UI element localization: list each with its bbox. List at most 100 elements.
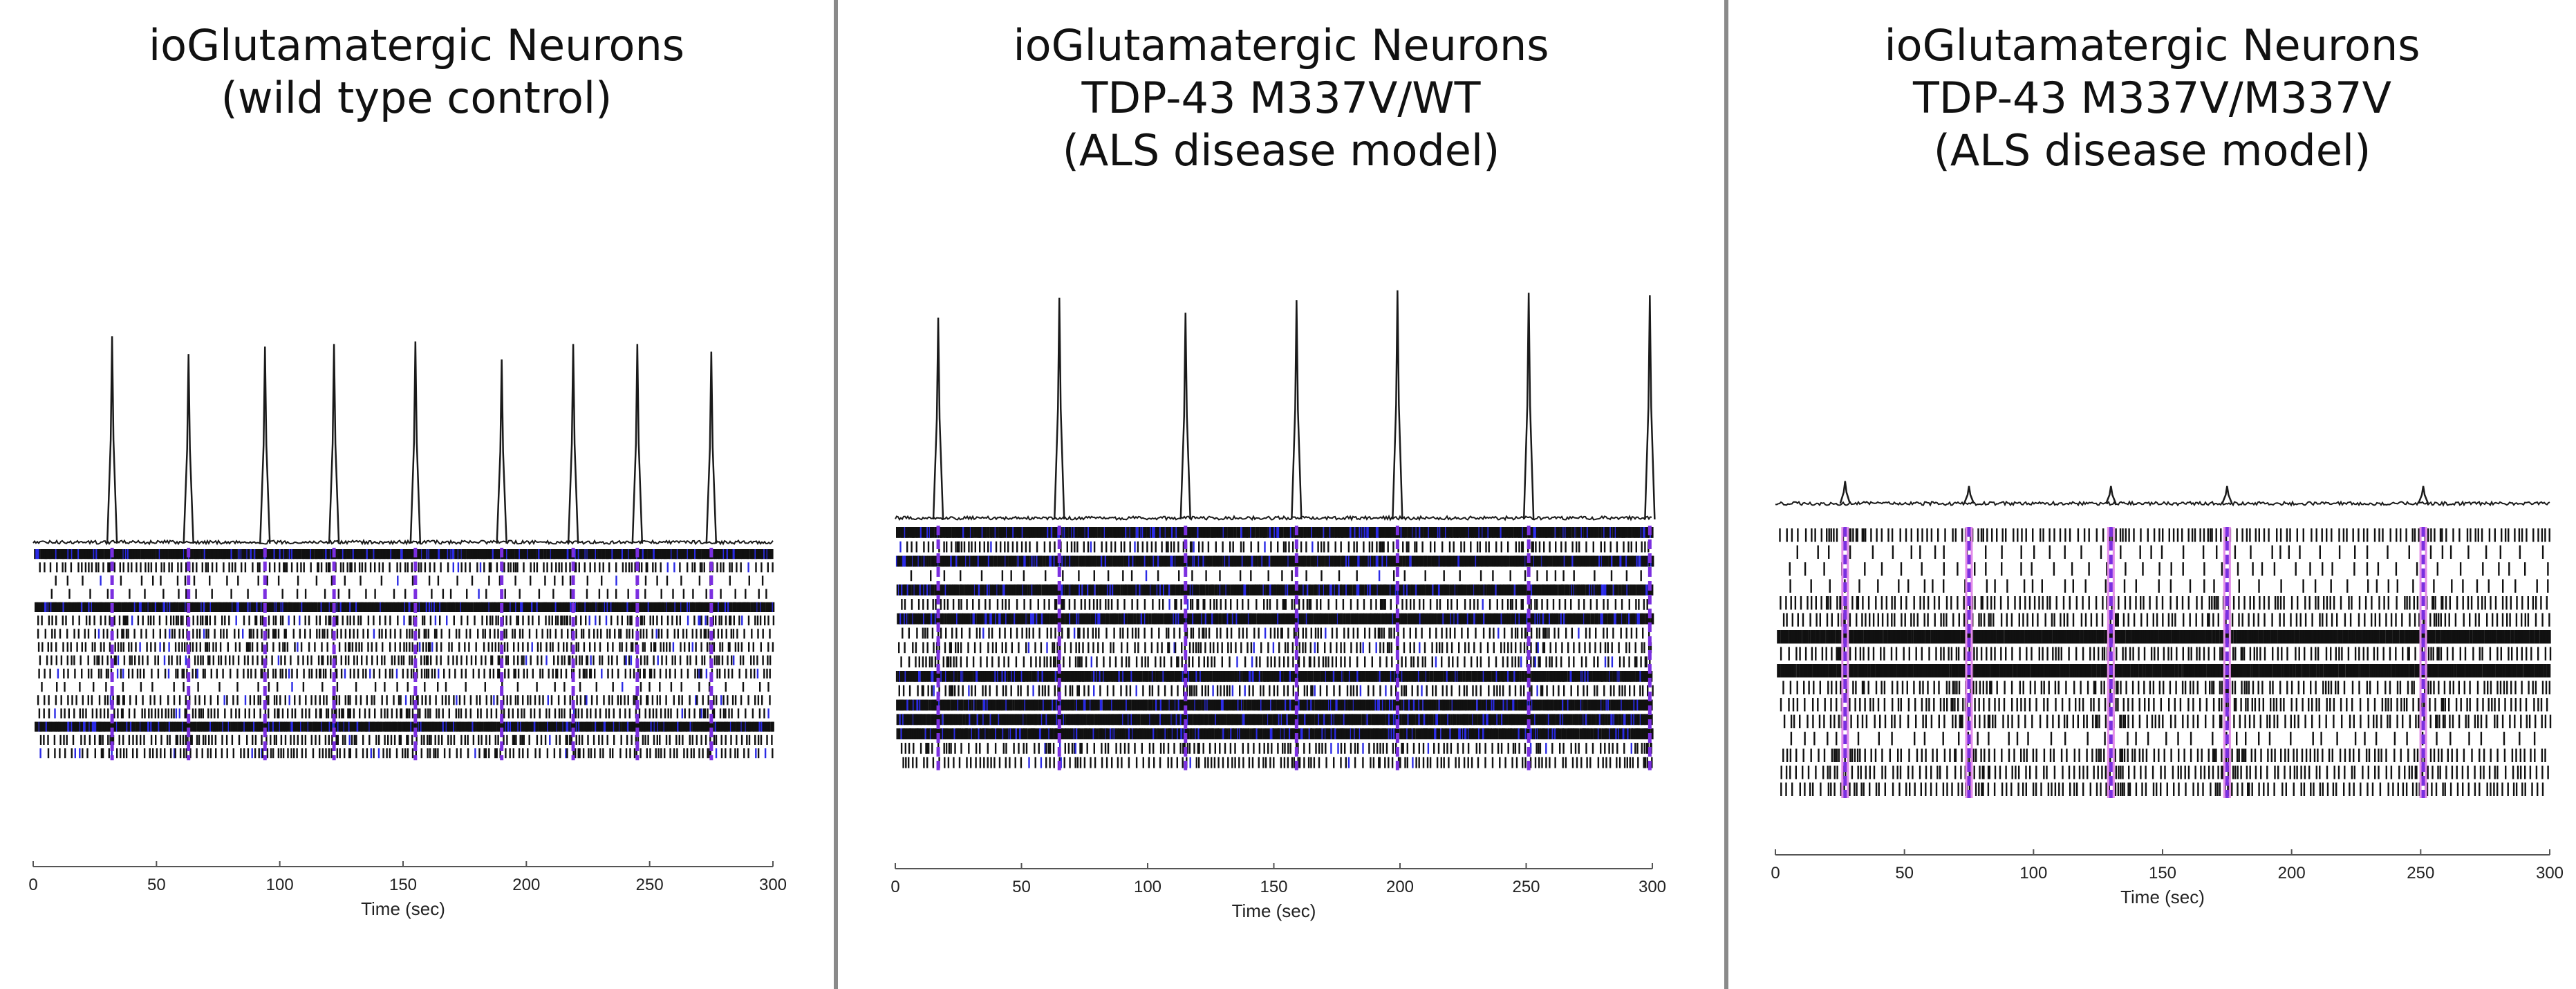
spike-mark [236,602,239,612]
spike-mark [167,549,169,560]
spike-mark [581,721,584,732]
spike-mark [1289,527,1292,538]
spike-mark [109,549,111,560]
spike-mark [234,602,236,612]
spike-mark [435,721,438,732]
spike-mark [163,721,166,732]
spike-mark [337,602,339,612]
spike-mark [319,695,321,705]
spike-mark [1242,541,1245,553]
spike-mark [1090,555,1092,567]
spike-mark [238,734,241,745]
spike-mark [115,549,118,560]
spike-mark [409,549,411,560]
spike-mark [1032,527,1034,538]
spike-mark [142,721,144,732]
spike-mark [909,555,911,567]
spike-mark [579,695,582,705]
spike-mark [162,602,165,612]
spike-mark [170,616,172,626]
spike-mark [1543,527,1545,538]
spike-mark [458,695,461,705]
spike-mark [1119,527,1121,538]
spike-mark [80,602,82,612]
spike-mark [152,549,154,560]
spike-mark [434,616,437,626]
spike-mark [527,748,529,759]
spike-mark [1385,527,1387,538]
spike-mark [492,616,494,626]
spike-mark [480,721,483,732]
spike-mark [150,616,152,626]
spike-mark [567,549,570,560]
spike-mark [899,541,902,553]
spike-mark [530,708,532,719]
spike-mark [280,549,283,560]
spike-mark [524,602,526,612]
spike-mark [668,549,671,560]
spike-mark [463,549,465,560]
spike-mark [1250,527,1252,538]
spike-mark [102,734,104,745]
spike-mark [1189,527,1192,538]
spike-mark [608,549,610,560]
spike-mark [898,527,900,538]
spike-mark [35,721,37,732]
spike-mark [970,555,972,567]
spike-mark [599,708,601,719]
spike-mark [308,602,310,612]
spike-mark [1093,555,1095,567]
spike-mark [504,589,506,599]
spike-mark [561,655,563,665]
spike-mark [513,549,515,560]
spike-mark [772,616,775,626]
spike-mark [427,734,429,745]
spike-mark [51,629,53,639]
spike-mark [97,668,100,678]
spike-mark [436,602,438,612]
spike-mark [116,695,118,705]
spike-mark [465,655,468,665]
spike-mark [1514,527,1517,538]
spike-mark [431,589,433,599]
spike-mark [309,629,311,639]
spike-mark [1459,527,1461,538]
spike-mark [494,721,496,732]
spike-mark [681,549,683,560]
spike-mark [117,602,119,612]
spike-mark [237,575,239,586]
spike-mark [742,682,745,692]
spike-mark [215,642,217,652]
spike-mark [374,682,377,692]
spike-mark [236,695,239,705]
spike-mark [179,734,182,745]
spike-mark [207,708,209,719]
spike-mark [661,616,663,626]
spike-mark [506,549,508,560]
spike-mark [245,602,248,612]
spike-mark [542,695,544,705]
spike-mark [559,721,561,732]
spike-mark [362,748,364,759]
spike-mark [351,549,353,560]
spike-mark [209,575,211,586]
spike-mark [663,602,665,612]
spike-mark [483,721,486,732]
spike-mark [253,708,255,719]
spike-mark [274,602,277,612]
spike-mark [205,562,207,573]
spike-mark [154,655,156,665]
spike-mark [676,708,679,719]
spike-mark [266,748,269,759]
spike-mark [138,721,140,732]
spike-mark [326,721,328,732]
spike-mark [1428,527,1431,538]
spike-mark [968,527,970,538]
spike-mark [986,555,988,567]
spike-mark [62,616,64,626]
spike-mark [494,629,496,639]
spike-mark [1211,527,1213,538]
spike-mark [660,602,662,612]
spike-mark [94,629,96,639]
spike-mark [720,734,722,745]
